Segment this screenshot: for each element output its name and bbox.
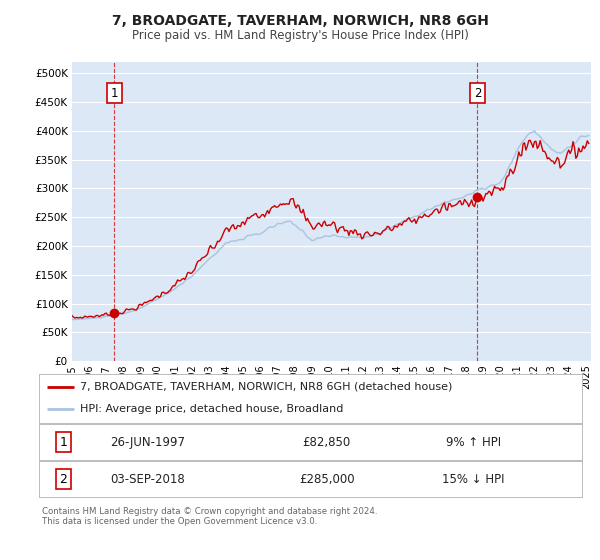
Text: Contains HM Land Registry data © Crown copyright and database right 2024.: Contains HM Land Registry data © Crown c…	[42, 507, 377, 516]
Text: 26-JUN-1997: 26-JUN-1997	[110, 436, 185, 449]
Text: 2: 2	[59, 473, 67, 486]
Text: 2: 2	[473, 87, 481, 100]
Text: 15% ↓ HPI: 15% ↓ HPI	[442, 473, 505, 486]
Text: Price paid vs. HM Land Registry's House Price Index (HPI): Price paid vs. HM Land Registry's House …	[131, 29, 469, 42]
Text: 7, BROADGATE, TAVERHAM, NORWICH, NR8 6GH: 7, BROADGATE, TAVERHAM, NORWICH, NR8 6GH	[112, 14, 488, 28]
Text: HPI: Average price, detached house, Broadland: HPI: Average price, detached house, Broa…	[80, 404, 343, 414]
Text: 1: 1	[59, 436, 67, 449]
Text: £82,850: £82,850	[302, 436, 351, 449]
Text: 03-SEP-2018: 03-SEP-2018	[110, 473, 185, 486]
Text: 7, BROADGATE, TAVERHAM, NORWICH, NR8 6GH (detached house): 7, BROADGATE, TAVERHAM, NORWICH, NR8 6GH…	[80, 382, 452, 392]
Text: 9% ↑ HPI: 9% ↑ HPI	[446, 436, 501, 449]
Text: £285,000: £285,000	[299, 473, 355, 486]
Text: 1: 1	[111, 87, 118, 100]
Text: This data is licensed under the Open Government Licence v3.0.: This data is licensed under the Open Gov…	[42, 517, 317, 526]
